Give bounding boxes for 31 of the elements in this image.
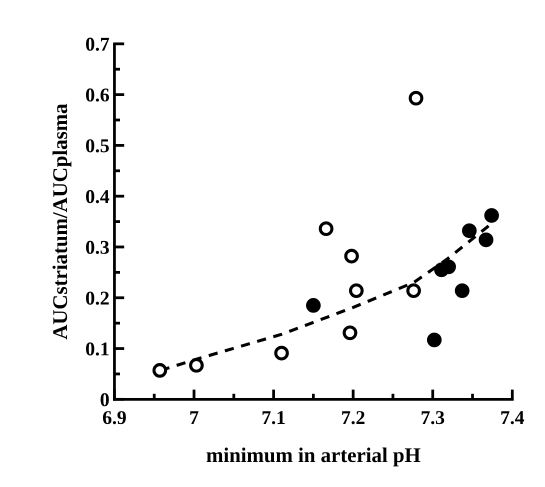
x-tick-label: 7.1	[262, 411, 285, 424]
x-tick-label: 7.2	[342, 411, 364, 424]
point	[484, 208, 499, 223]
point	[152, 363, 168, 378]
y-tick-label: 0.6	[86, 88, 110, 102]
y-tick-label: 0.7	[86, 38, 110, 51]
x-tick-label: 7.4	[501, 411, 524, 424]
point	[344, 248, 359, 264]
point	[478, 232, 494, 248]
point	[406, 283, 421, 298]
point	[426, 332, 442, 348]
point	[274, 346, 289, 360]
x-tick-label: 7.3	[422, 411, 444, 424]
y-tick-label: 0.4	[86, 190, 110, 204]
point	[189, 358, 204, 373]
point	[349, 283, 364, 298]
x-tick-label: 6.9	[102, 411, 126, 424]
point	[306, 298, 321, 313]
point	[454, 283, 470, 298]
point	[318, 221, 334, 236]
y-tick-label: 0.2	[86, 292, 109, 305]
y-axis-title: AUCstriatum/AUCplasma	[52, 104, 72, 340]
point	[462, 223, 477, 238]
y-tick-label: 0.5	[86, 139, 109, 152]
y-tick-label: 0	[100, 393, 109, 406]
y-tick-label: 0.1	[86, 342, 109, 356]
x-axis-title: minimum in arterial pH	[206, 448, 420, 466]
x-tick-label: 7	[190, 411, 198, 424]
y-tick-label: 0.3	[86, 240, 109, 254]
point	[342, 325, 358, 340]
point	[408, 90, 424, 106]
